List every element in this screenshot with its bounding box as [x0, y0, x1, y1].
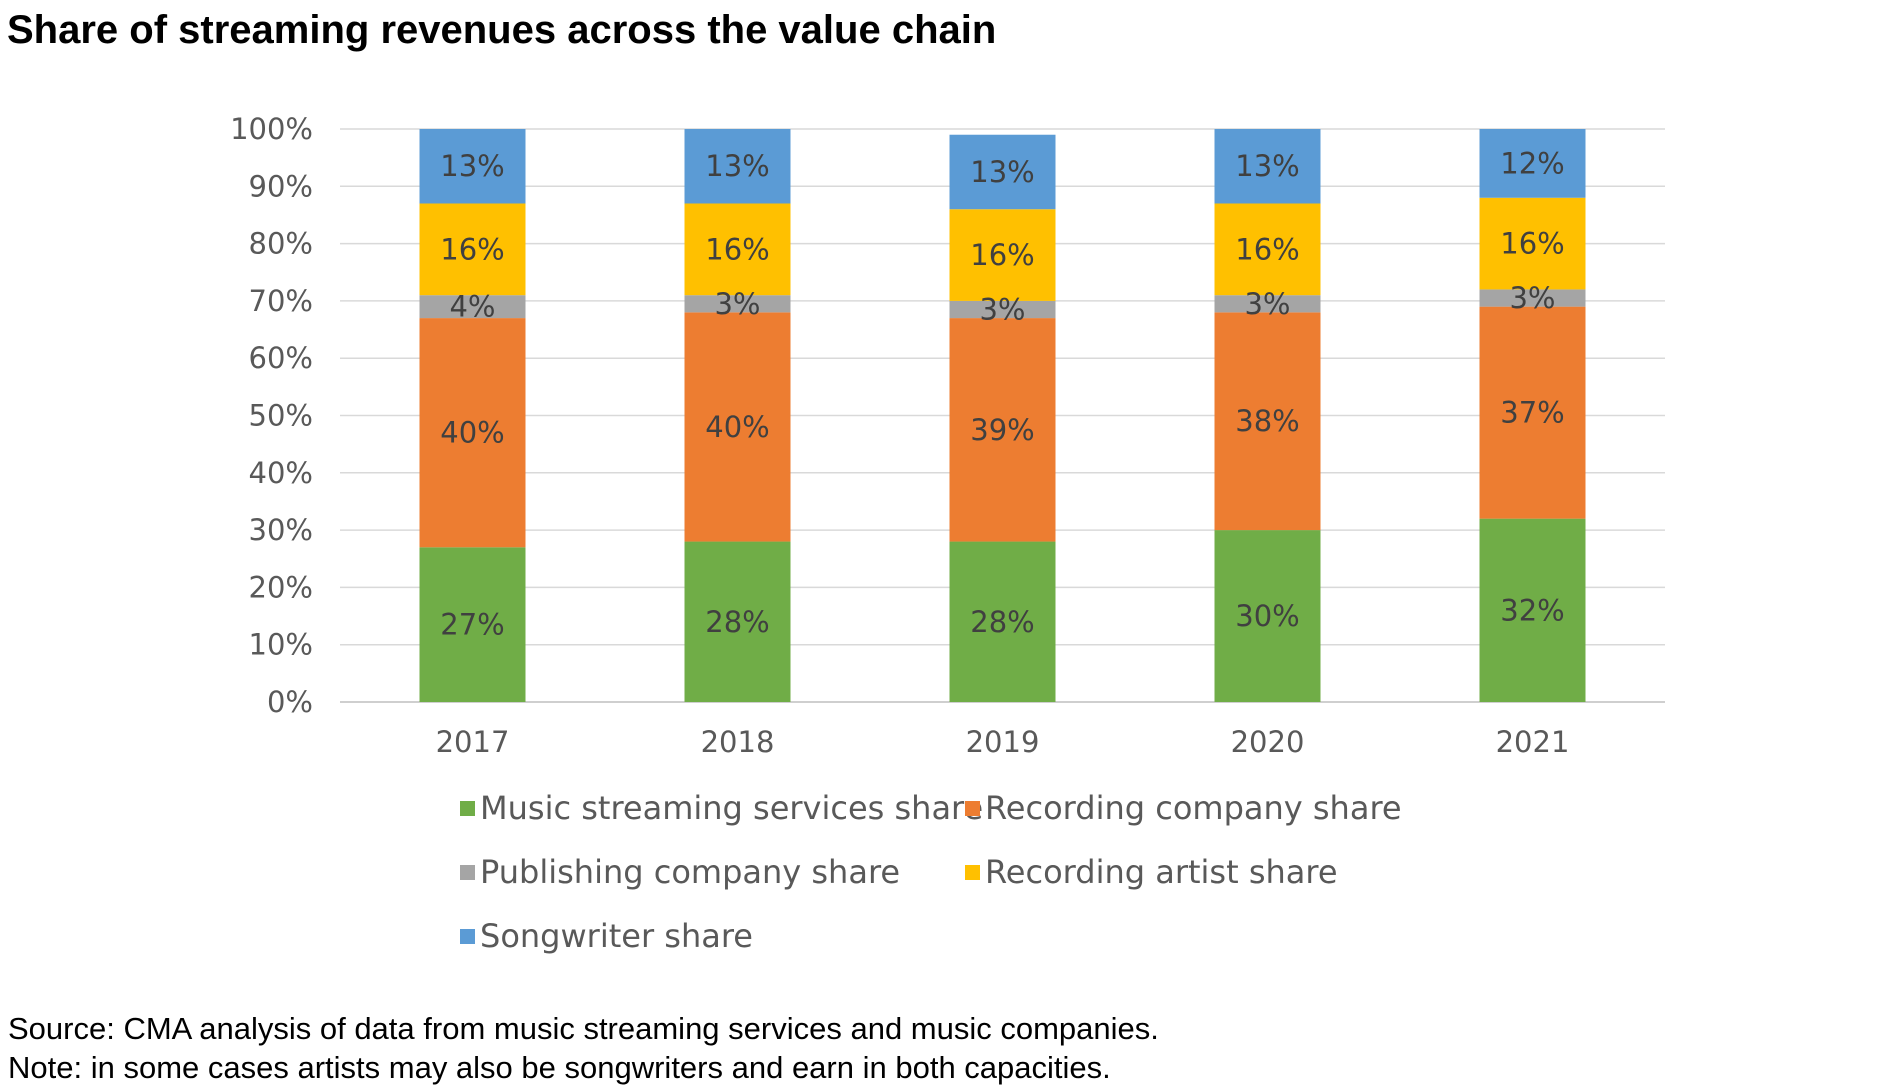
bar-segment — [1214, 530, 1321, 702]
bar-segment — [684, 312, 791, 542]
y-tick-label: 90% — [249, 169, 313, 203]
legend-swatch — [965, 800, 980, 816]
data-label: 40% — [705, 410, 769, 444]
data-label: 13% — [705, 149, 769, 183]
y-tick-label: 20% — [249, 570, 313, 604]
bar-segment — [1214, 203, 1321, 296]
y-tick-label: 40% — [249, 456, 313, 490]
y-tick-label: 100% — [230, 112, 313, 146]
bar-segment — [1479, 306, 1586, 519]
x-tick-label: 2019 — [966, 725, 1040, 759]
data-label: 27% — [440, 608, 504, 642]
data-label: 16% — [440, 232, 504, 266]
source-note: Source: CMA analysis of data from music … — [8, 1011, 1159, 1046]
y-tick-label: 50% — [249, 399, 313, 433]
data-label: 40% — [440, 416, 504, 450]
bar-segment — [419, 318, 526, 548]
data-label: 13% — [440, 149, 504, 183]
bar-segment — [949, 541, 1056, 702]
bar-segment — [1214, 295, 1321, 313]
legend-item: Songwriter share — [460, 917, 965, 955]
data-label: 28% — [705, 605, 769, 639]
chart-footer: Source: CMA analysis of data from music … — [8, 1009, 1159, 1087]
data-label: 38% — [1235, 404, 1299, 438]
legend-item: Recording company share — [965, 789, 1402, 827]
data-label: 37% — [1500, 396, 1564, 430]
bar-segment — [684, 129, 791, 204]
x-tick-label: 2021 — [1496, 725, 1570, 759]
data-label: 39% — [970, 413, 1034, 447]
data-label: 16% — [1235, 232, 1299, 266]
bar-segment — [684, 295, 791, 313]
bar-segment — [1214, 129, 1321, 204]
data-label: 12% — [1500, 146, 1564, 180]
bars — [419, 129, 1586, 702]
bar-segment — [949, 134, 1056, 210]
bar-segment — [949, 318, 1056, 542]
x-tick-label: 2017 — [436, 725, 510, 759]
data-label: 16% — [970, 238, 1034, 272]
footnote: Note: in some cases artists may also be … — [8, 1050, 1111, 1085]
data-label: 3% — [1244, 287, 1290, 321]
legend-label: Music streaming services share — [480, 789, 984, 827]
y-tick-label: 80% — [249, 227, 313, 261]
legend-swatch — [460, 800, 475, 816]
bar-segment — [1479, 289, 1586, 307]
data-label: 13% — [970, 155, 1034, 189]
legend-swatch — [460, 864, 475, 880]
legend-swatch — [460, 928, 475, 944]
data-label: 13% — [1235, 149, 1299, 183]
bar-segment — [1479, 518, 1586, 702]
bar-segment — [419, 547, 526, 702]
x-axis-ticks: 2017 2018 2019 2020 2021 — [436, 725, 1570, 759]
data-label: 28% — [970, 605, 1034, 639]
data-label: 16% — [705, 232, 769, 266]
data-label: 4% — [449, 290, 495, 324]
bar-segment — [419, 295, 526, 319]
chart-title: Share of streaming revenues across the v… — [7, 8, 997, 52]
legend-label: Publishing company share — [480, 853, 901, 891]
legend-label: Recording company share — [985, 789, 1402, 827]
y-tick-label: 30% — [249, 513, 313, 547]
bar-segment — [419, 129, 526, 204]
y-tick-label: 60% — [249, 341, 313, 375]
x-tick-label: 2018 — [701, 725, 775, 759]
bar-segment — [684, 541, 791, 702]
bar-segment — [1479, 129, 1586, 198]
y-axis-ticks: 0% 10% 20% 30% 40% 50% 60% 70% 80% 90% 100% — [230, 112, 313, 719]
legend-label: Recording artist share — [985, 853, 1338, 891]
legend-item: Recording artist share — [965, 853, 1385, 891]
y-tick-label: 10% — [249, 628, 313, 662]
legend-swatch — [965, 864, 980, 880]
legend-item: Music streaming services share — [460, 789, 983, 827]
bar-data-labels: 27% 40% 4% 16% 13% 28% 40% 3% 16% 13% 28% 39% 3% 16% 1… — [440, 146, 1564, 641]
bar-segment — [419, 203, 526, 296]
bar-segment — [1214, 312, 1321, 531]
data-label: 3% — [1509, 281, 1555, 315]
data-label: 3% — [979, 292, 1025, 326]
y-tick-label: 0% — [267, 685, 313, 719]
bar-segment — [949, 300, 1056, 319]
y-tick-label: 70% — [249, 284, 313, 318]
data-label: 30% — [1235, 599, 1299, 633]
bar-segment — [684, 203, 791, 296]
data-label: 3% — [714, 287, 760, 321]
bar-segment — [1479, 197, 1586, 290]
legend-item: Publishing company share — [460, 853, 965, 891]
chart-legend: Music streaming services share Recording … — [460, 789, 1420, 955]
legend-label: Songwriter share — [480, 917, 753, 955]
bar-segment — [949, 209, 1056, 301]
data-label: 32% — [1500, 593, 1564, 627]
x-tick-label: 2020 — [1231, 725, 1305, 759]
data-label: 16% — [1500, 227, 1564, 261]
